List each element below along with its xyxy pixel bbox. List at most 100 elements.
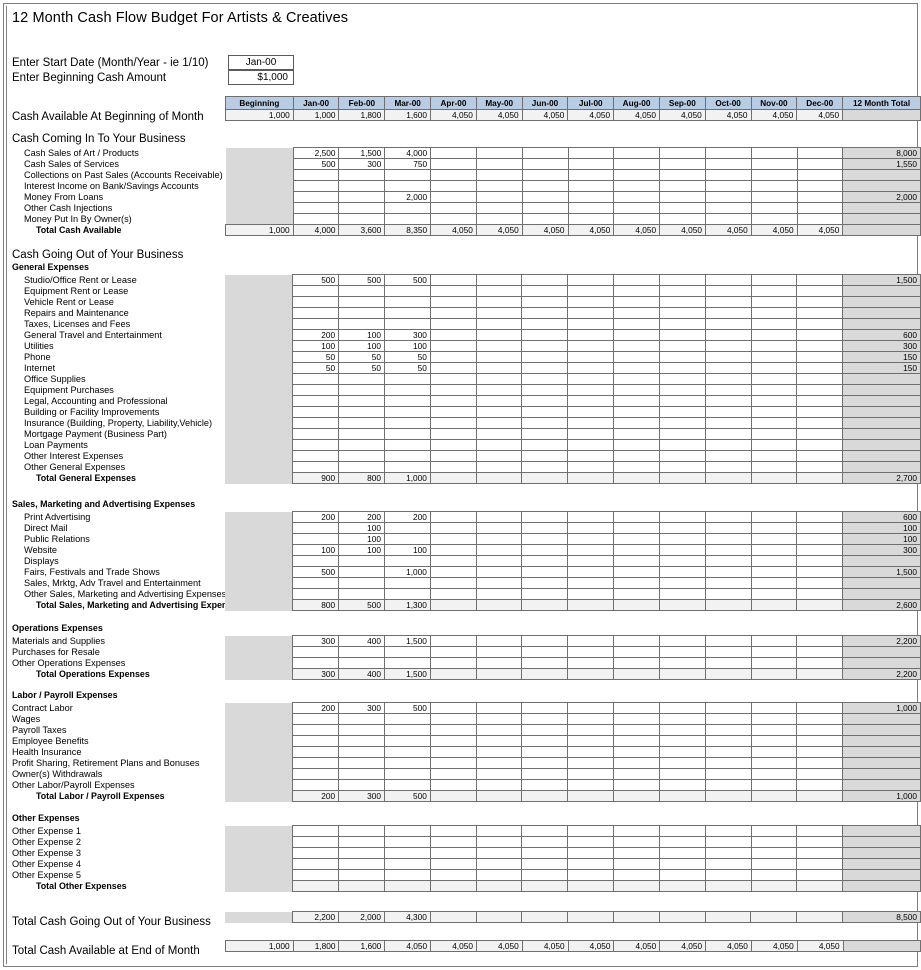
data-cell[interactable]	[225, 395, 293, 407]
data-cell[interactable]	[292, 880, 340, 892]
data-cell[interactable]	[613, 395, 660, 407]
data-cell[interactable]: 50	[338, 362, 385, 374]
data-cell[interactable]	[475, 646, 523, 658]
data-cell[interactable]	[750, 406, 798, 418]
data-cell[interactable]: 100	[338, 533, 385, 545]
data-cell[interactable]: 2,000	[842, 191, 921, 203]
data-cell[interactable]: 300	[842, 340, 921, 352]
data-cell[interactable]	[567, 588, 615, 600]
data-cell[interactable]	[521, 858, 569, 870]
data-cell[interactable]: 100	[292, 340, 340, 352]
data-cell[interactable]	[292, 202, 340, 214]
data-cell[interactable]	[613, 191, 661, 203]
data-cell[interactable]	[658, 779, 706, 791]
data-cell[interactable]	[429, 657, 477, 669]
data-cell[interactable]	[225, 577, 293, 589]
data-cell[interactable]	[704, 911, 752, 923]
data-cell[interactable]	[225, 450, 293, 462]
data-cell[interactable]	[658, 646, 706, 658]
data-cell[interactable]: 750	[384, 158, 432, 170]
data-cell[interactable]	[567, 340, 615, 352]
data-cell[interactable]	[225, 439, 293, 451]
data-cell[interactable]	[796, 544, 844, 556]
data-cell[interactable]: 4,050	[659, 224, 706, 236]
data-cell[interactable]	[475, 417, 523, 429]
data-cell[interactable]	[704, 599, 752, 611]
data-cell[interactable]	[613, 439, 660, 451]
data-cell[interactable]	[796, 533, 844, 545]
data-cell[interactable]	[567, 646, 615, 658]
data-cell[interactable]	[338, 735, 385, 747]
data-cell[interactable]	[658, 533, 706, 545]
data-cell[interactable]	[613, 351, 660, 363]
data-cell[interactable]	[521, 533, 569, 545]
data-cell[interactable]	[225, 351, 293, 363]
data-cell[interactable]	[292, 577, 340, 589]
data-cell[interactable]	[384, 202, 432, 214]
data-cell[interactable]	[842, 318, 921, 330]
data-cell[interactable]	[429, 880, 477, 892]
data-cell[interactable]	[658, 668, 706, 680]
data-cell[interactable]	[613, 566, 660, 578]
data-cell[interactable]: 1,600	[384, 109, 432, 121]
data-cell[interactable]	[521, 768, 569, 780]
data-cell[interactable]: 4,050	[750, 940, 798, 952]
data-cell[interactable]	[659, 191, 706, 203]
data-cell[interactable]	[796, 406, 844, 418]
data-cell[interactable]: 800	[292, 599, 340, 611]
data-cell[interactable]	[521, 351, 569, 363]
data-cell[interactable]	[429, 472, 477, 484]
data-cell[interactable]	[613, 522, 660, 534]
data-cell[interactable]	[704, 511, 752, 523]
data-cell[interactable]	[750, 836, 798, 848]
data-cell[interactable]: 8,500	[842, 911, 921, 923]
data-cell[interactable]	[225, 522, 293, 534]
data-cell[interactable]	[750, 847, 798, 859]
data-cell[interactable]	[384, 169, 432, 181]
data-cell[interactable]	[750, 757, 798, 769]
data-cell[interactable]	[704, 202, 752, 214]
data-cell[interactable]	[796, 635, 844, 647]
data-cell[interactable]	[796, 362, 844, 374]
data-cell[interactable]	[225, 588, 293, 600]
data-cell[interactable]: 2,000	[338, 911, 385, 923]
data-cell[interactable]: 1,500	[383, 668, 431, 680]
data-cell[interactable]	[521, 472, 569, 484]
data-cell[interactable]: 1,000	[842, 702, 921, 714]
data-cell[interactable]	[704, 566, 752, 578]
data-cell[interactable]	[383, 588, 431, 600]
data-cell[interactable]	[383, 880, 431, 892]
data-cell[interactable]	[750, 169, 798, 181]
data-cell[interactable]	[613, 202, 661, 214]
data-cell[interactable]	[225, 713, 293, 725]
data-cell[interactable]	[704, 577, 752, 589]
data-cell[interactable]	[567, 869, 615, 881]
data-cell[interactable]	[225, 724, 293, 736]
data-cell[interactable]	[704, 417, 752, 429]
data-cell[interactable]: 500	[383, 274, 431, 286]
data-cell[interactable]	[225, 191, 294, 203]
data-cell[interactable]	[475, 599, 523, 611]
data-cell[interactable]	[750, 858, 798, 870]
data-cell[interactable]	[225, 180, 294, 192]
data-cell[interactable]	[430, 158, 477, 170]
data-cell[interactable]	[292, 428, 340, 440]
data-cell[interactable]: 500	[338, 274, 385, 286]
data-cell[interactable]	[475, 825, 523, 837]
data-cell[interactable]	[475, 555, 523, 567]
data-cell[interactable]	[429, 395, 477, 407]
data-cell[interactable]	[292, 191, 340, 203]
data-cell[interactable]	[750, 417, 798, 429]
data-cell[interactable]	[704, 757, 752, 769]
data-cell[interactable]	[567, 825, 615, 837]
data-cell[interactable]	[338, 439, 385, 451]
data-cell[interactable]	[750, 180, 798, 192]
data-cell[interactable]	[292, 395, 340, 407]
data-cell[interactable]: 100	[383, 544, 431, 556]
data-cell[interactable]	[658, 296, 706, 308]
data-cell[interactable]	[704, 180, 752, 192]
data-cell[interactable]	[429, 746, 477, 758]
data-cell[interactable]	[567, 213, 615, 225]
data-cell[interactable]	[429, 724, 477, 736]
data-cell[interactable]	[338, 825, 385, 837]
